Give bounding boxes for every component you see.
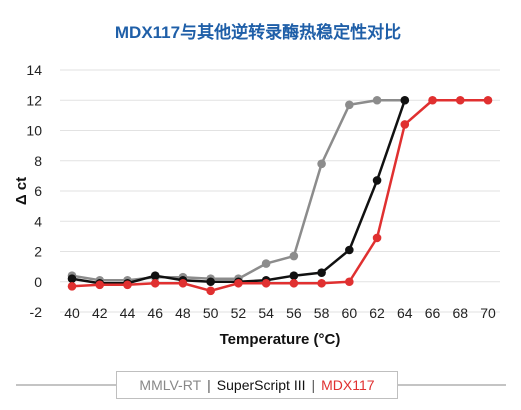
data-point-mdx117 bbox=[345, 277, 354, 287]
data-point-mdx117 bbox=[67, 281, 77, 291]
series-line-mdx117 bbox=[71, 99, 488, 293]
data-point-mdx117 bbox=[372, 233, 382, 243]
x-tick-labels: 40 42 44 46 48 50 52 54 56 58 60 62 64 66 68 70 bbox=[64, 305, 496, 321]
legend-separator: | bbox=[311, 377, 316, 393]
series-lines bbox=[67, 95, 493, 296]
data-point-mdx117 bbox=[400, 120, 410, 129]
data-point-mdx117 bbox=[95, 280, 105, 290]
x-tick-label: 60 bbox=[342, 305, 358, 321]
y-tick-label: 8 bbox=[34, 153, 42, 169]
y-axis-label: Δ ct bbox=[13, 177, 30, 205]
x-tick-label: 68 bbox=[452, 305, 468, 321]
data-point-mdx117 bbox=[261, 278, 271, 288]
x-tick-label: 50 bbox=[203, 305, 219, 321]
legend-item-mdx117: MDX117 bbox=[321, 377, 375, 393]
data-point-superscript-iii bbox=[345, 245, 354, 255]
x-tick-label: 66 bbox=[425, 305, 441, 321]
y-tick-label: 14 bbox=[26, 62, 42, 78]
x-tick-label: 56 bbox=[286, 305, 302, 321]
data-point-mmlv-rt bbox=[317, 159, 326, 169]
data-point-mdx117 bbox=[317, 278, 326, 288]
x-axis-label: Temperature (°C) bbox=[220, 331, 341, 348]
x-tick-label: 70 bbox=[480, 305, 496, 321]
data-point-mmlv-rt bbox=[289, 251, 299, 261]
data-point-mdx117 bbox=[178, 278, 188, 288]
legend-separator: | bbox=[207, 377, 211, 393]
series-line-superscript-iii bbox=[71, 99, 406, 285]
data-point-superscript-iii bbox=[206, 277, 215, 287]
data-point-superscript-iii bbox=[317, 268, 326, 277]
x-tick-label: 64 bbox=[397, 305, 413, 321]
y-tick-label: 6 bbox=[34, 183, 42, 199]
grid-lines bbox=[60, 69, 500, 313]
chart-title: MDX117与其他逆转录酶热稳定性对比 bbox=[115, 22, 401, 42]
x-tick-label: 52 bbox=[231, 305, 247, 321]
x-tick-label: 42 bbox=[92, 305, 108, 321]
data-point-mdx117 bbox=[483, 95, 493, 105]
x-tick-label: 54 bbox=[258, 305, 274, 321]
data-point-superscript-iii bbox=[400, 95, 410, 105]
x-tick-label: 40 bbox=[64, 305, 80, 321]
x-tick-label: 44 bbox=[120, 305, 136, 321]
data-point-mdx117 bbox=[234, 278, 243, 288]
data-point-mdx117 bbox=[455, 95, 465, 105]
data-point-superscript-iii bbox=[289, 271, 299, 281]
legend: MMLV-RT | SuperScript III | MDX117 bbox=[116, 371, 398, 399]
y-tick-label: -2 bbox=[30, 304, 43, 320]
series-line-mmlv-rt bbox=[71, 99, 405, 282]
data-point-mdx117 bbox=[289, 278, 299, 288]
y-tick-label: 10 bbox=[26, 123, 42, 139]
x-tick-label: 58 bbox=[314, 305, 330, 321]
x-tick-label: 46 bbox=[147, 305, 163, 321]
x-tick-label: 62 bbox=[369, 305, 385, 321]
data-point-superscript-iii bbox=[372, 176, 382, 185]
data-point-superscript-iii bbox=[150, 271, 160, 281]
data-point-mdx117 bbox=[428, 95, 437, 105]
y-tick-label: 2 bbox=[34, 244, 42, 260]
x-tick-label: 48 bbox=[175, 305, 191, 321]
y-tick-labels: -2 0 2 4 6 8 10 12 14 bbox=[26, 62, 42, 320]
legend-item-mmlv-rt: MMLV-RT bbox=[139, 377, 202, 393]
y-tick-label: 0 bbox=[34, 274, 42, 290]
data-point-mmlv-rt bbox=[261, 259, 271, 268]
data-point-mdx117 bbox=[206, 286, 215, 296]
legend-item-superscript-iii: SuperScript III bbox=[216, 377, 306, 393]
y-tick-label: 12 bbox=[26, 92, 42, 108]
data-point-superscript-iii bbox=[67, 274, 77, 284]
y-tick-label: 4 bbox=[34, 213, 42, 229]
data-point-mdx117 bbox=[123, 280, 132, 290]
data-point-mmlv-rt bbox=[372, 95, 382, 105]
data-point-mmlv-rt bbox=[345, 100, 354, 110]
data-point-mdx117 bbox=[150, 278, 160, 288]
